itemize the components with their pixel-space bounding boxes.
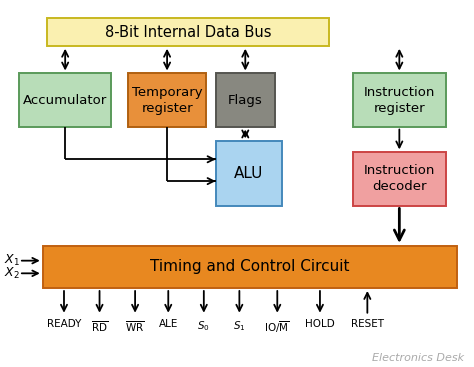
Text: ALU: ALU (234, 166, 264, 181)
FancyBboxPatch shape (353, 152, 446, 206)
Text: Instruction
register: Instruction register (364, 86, 435, 115)
Text: $X_2$: $X_2$ (4, 266, 20, 281)
Text: READY: READY (47, 319, 81, 329)
FancyBboxPatch shape (216, 141, 282, 206)
Text: $S_0$: $S_0$ (198, 319, 210, 333)
FancyBboxPatch shape (353, 73, 446, 127)
Text: $X_1$: $X_1$ (4, 253, 20, 268)
Text: $S_1$: $S_1$ (233, 319, 246, 333)
Text: Temporary
register: Temporary register (132, 86, 202, 115)
FancyBboxPatch shape (47, 18, 329, 46)
Text: ALE: ALE (159, 319, 178, 329)
Text: Timing and Control Circuit: Timing and Control Circuit (150, 259, 350, 275)
Text: 8-Bit Internal Data Bus: 8-Bit Internal Data Bus (105, 25, 272, 40)
Text: Instruction
decoder: Instruction decoder (364, 164, 435, 193)
Text: $\overline{\mathrm{RD}}$: $\overline{\mathrm{RD}}$ (91, 319, 108, 334)
FancyBboxPatch shape (216, 73, 275, 127)
FancyBboxPatch shape (19, 73, 111, 127)
Text: HOLD: HOLD (305, 319, 335, 329)
FancyBboxPatch shape (43, 246, 457, 288)
Text: Electronics Desk: Electronics Desk (373, 353, 465, 363)
Text: Accumulator: Accumulator (23, 94, 107, 106)
Text: IO/$\overline{\mathrm{M}}$: IO/$\overline{\mathrm{M}}$ (264, 319, 290, 335)
FancyBboxPatch shape (128, 73, 206, 127)
Text: $\overline{\mathrm{WR}}$: $\overline{\mathrm{WR}}$ (125, 319, 145, 334)
Text: RESET: RESET (351, 319, 384, 329)
Text: Flags: Flags (228, 94, 263, 106)
